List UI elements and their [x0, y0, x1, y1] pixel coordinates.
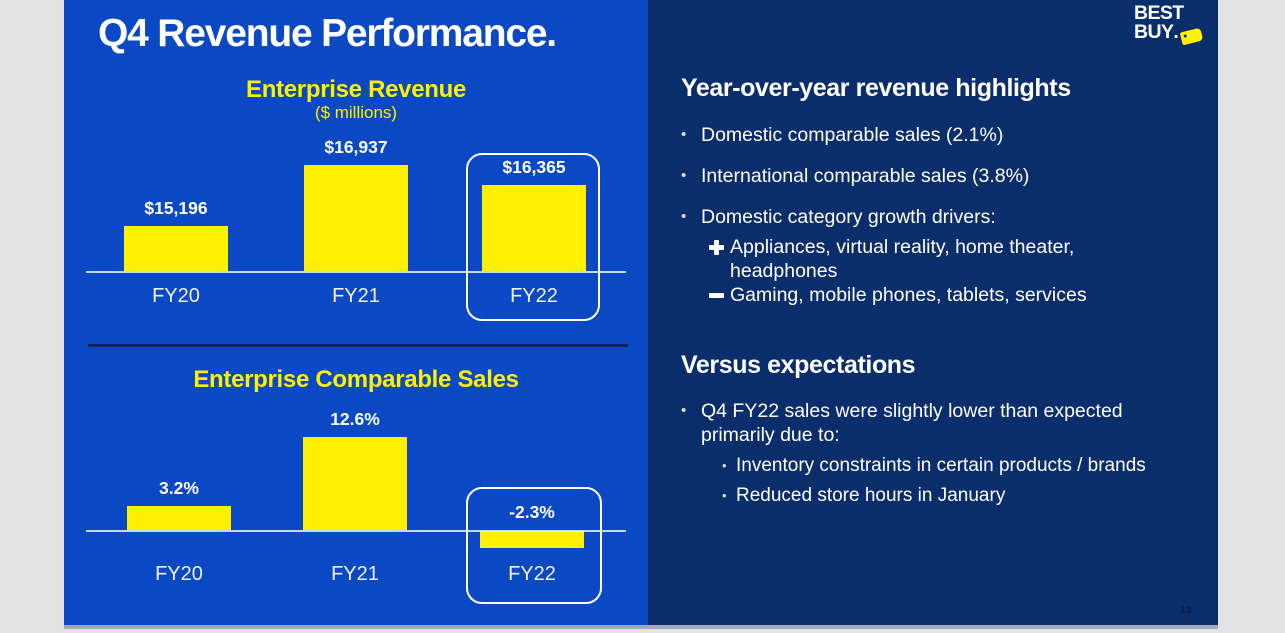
- page-number: 13: [1180, 604, 1192, 616]
- bar-value-label: -2.3%: [509, 502, 555, 522]
- enterprise-comparable-sales-chart: Enterprise Comparable Sales 3.2% FY20 12.6%…: [64, 0, 648, 625]
- bullet-text: Inventory constraints in certain product…: [736, 455, 1146, 476]
- bullet-icon: •: [681, 167, 687, 184]
- bar-value-label: 3.2%: [159, 478, 199, 499]
- left-panel: Q4 Revenue Performance. Enterprise Reven…: [64, 0, 648, 625]
- bar-FY20: [127, 506, 231, 530]
- bullet-icon: •: [681, 126, 687, 143]
- category-label: FY21: [331, 563, 379, 585]
- category-label: FY20: [152, 285, 200, 307]
- highlight-ring-FY22: [466, 153, 600, 321]
- slide-title: Q4 Revenue Performance.: [98, 12, 557, 55]
- bar-value-label: $16,365: [502, 156, 566, 177]
- bullet-text: Domestic category growth drivers:: [701, 206, 996, 228]
- growth-drivers-negative: Gaming, mobile phones, tablets, services: [709, 283, 1129, 307]
- bullet-text: Reduced store hours in January: [736, 485, 1006, 506]
- logo-line2: BUY.: [1134, 22, 1204, 46]
- minus-icon: [709, 283, 730, 307]
- yoy-bullet-list: • Domestic comparable sales (2.1%) • Int…: [681, 123, 1181, 246]
- versus-sub-list: • Inventory constraints in certain produ…: [722, 454, 1202, 514]
- bar-FY22: [480, 531, 584, 548]
- category-label: FY22: [510, 285, 558, 307]
- yoy-highlights-heading: Year-over-year revenue highlights: [681, 74, 1071, 102]
- chart-title: Enterprise Comparable Sales: [193, 366, 519, 393]
- list-item: • Inventory constraints in certain produ…: [722, 454, 1202, 478]
- list-item: • Reduced store hours in January: [722, 484, 1202, 508]
- bullet-icon: •: [681, 208, 687, 225]
- bullet-icon: •: [722, 458, 727, 473]
- list-item: • Domestic category growth drivers:: [681, 205, 1181, 229]
- bar-FY22: [482, 184, 586, 271]
- bar-FY20: [124, 225, 228, 271]
- price-tag-icon: [1179, 27, 1204, 46]
- chart-title: Enterprise Revenue: [245, 76, 467, 103]
- logo-line1: BEST: [1134, 2, 1184, 24]
- chart-divider: [88, 344, 628, 347]
- bar-value-label: $15,196: [144, 197, 208, 218]
- bar-value-label: 12.6%: [330, 409, 380, 429]
- list-item: • International comparable sales (3.8%): [681, 164, 1181, 188]
- chart-subtitle: ($ millions): [314, 103, 398, 122]
- bullet-text: Q4 FY22 sales were slightly lower than e…: [701, 400, 1123, 446]
- growth-negative-text: Gaming, mobile phones, tablets, services: [730, 284, 1087, 306]
- chart-axis-line: [86, 530, 626, 532]
- category-label: FY20: [155, 563, 203, 585]
- bestbuy-logo: BEST BUY.: [1134, 2, 1204, 46]
- bar-FY21: [303, 437, 407, 530]
- versus-bullet: • Q4 FY22 sales were slightly lower than…: [681, 399, 1181, 447]
- bullet-text: International comparable sales (3.8%): [701, 165, 1030, 187]
- slide: Q4 Revenue Performance. Enterprise Reven…: [64, 0, 1218, 625]
- category-label: FY22: [508, 563, 556, 585]
- right-panel: BEST BUY. Year-over-year revenue highlig…: [648, 0, 1218, 625]
- bullet-icon: •: [722, 488, 727, 503]
- growth-drivers-positive: Appliances, virtual reality, home theate…: [709, 235, 1129, 283]
- chart-axis-line: [86, 271, 626, 273]
- list-item: • Domestic comparable sales (2.1%): [681, 123, 1181, 147]
- bar-value-label: $16,937: [324, 137, 388, 157]
- bullet-icon: •: [681, 402, 687, 419]
- yoy-highlights-section: Year-over-year revenue highlights: [681, 74, 1071, 103]
- bar-FY21: [304, 165, 408, 271]
- enterprise-revenue-chart: Enterprise Revenue ($ millions) $15,196 FY2…: [64, 0, 648, 625]
- highlight-ring-FY22: [466, 487, 602, 604]
- category-label: FY21: [332, 285, 380, 307]
- versus-expectations-heading: Versus expectations: [681, 351, 916, 379]
- growth-positive-text: Appliances, virtual reality, home theate…: [730, 236, 1075, 282]
- versus-expectations-section: Versus expectations: [681, 351, 916, 380]
- plus-icon: [709, 235, 730, 259]
- bullet-text: Domestic comparable sales (2.1%): [701, 124, 1004, 146]
